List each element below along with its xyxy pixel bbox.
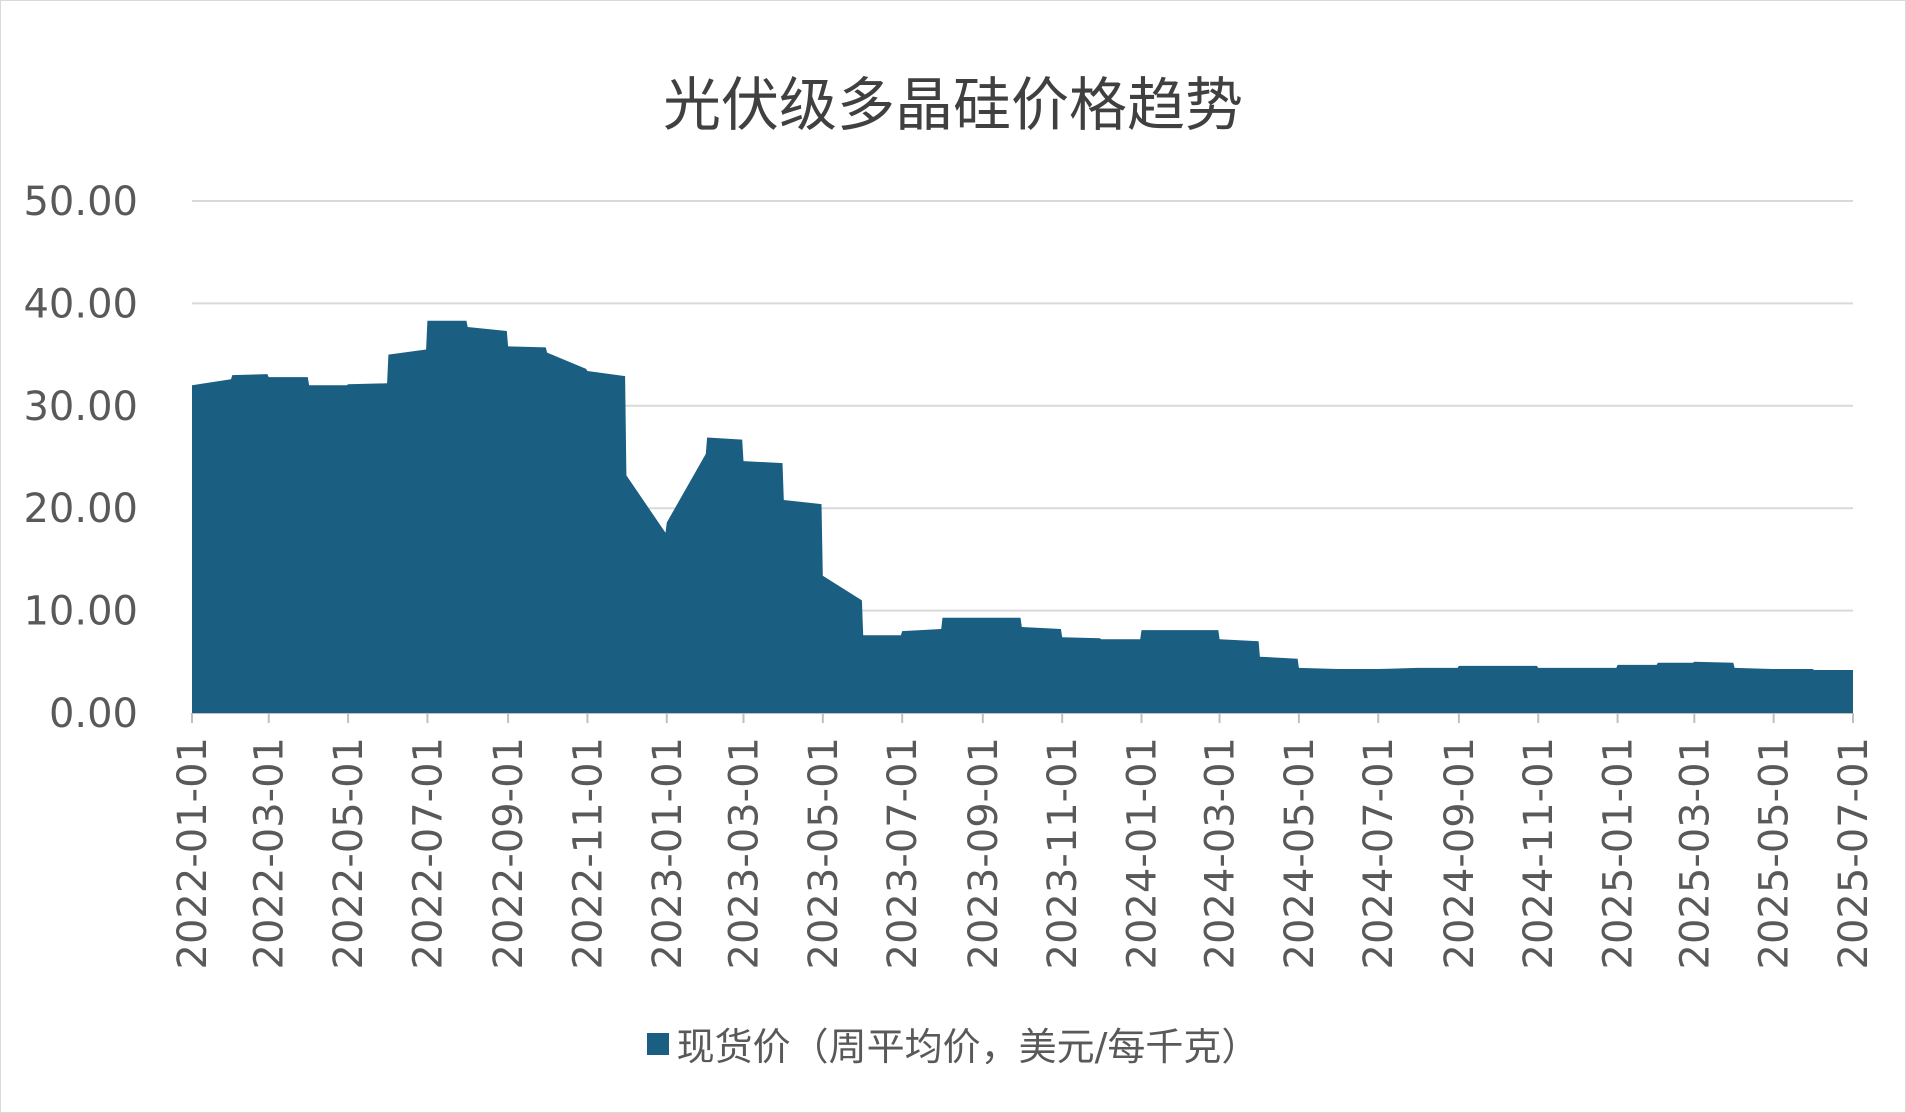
x-axis-ticks: 2022-01-01 2022-03-01 2022-05-01 2022-07-01… — [170, 713, 1877, 969]
x-tick-label: 2022-05-01 — [326, 737, 372, 969]
x-tick-label: 2022-03-01 — [247, 737, 293, 969]
x-tick-label: 2024-05-01 — [1277, 737, 1323, 969]
x-tick-label: 2024-01-01 — [1120, 737, 1166, 969]
x-tick-label: 2023-09-01 — [961, 737, 1007, 969]
y-tick-label: 30.00 — [23, 384, 138, 430]
y-tick-label: 40.00 — [23, 281, 138, 327]
x-tick-label: 2025-01-01 — [1596, 737, 1642, 969]
x-tick-label: 2024-07-01 — [1356, 737, 1402, 969]
x-tick-label: 2022-01-01 — [170, 737, 216, 969]
y-tick-label: 10.00 — [23, 589, 138, 635]
x-tick-label: 2023-11-01 — [1040, 737, 1086, 969]
x-tick-label: 2024-09-01 — [1437, 737, 1483, 969]
x-tick-label: 2023-03-01 — [721, 737, 767, 969]
x-tick-label: 2024-03-01 — [1198, 737, 1244, 969]
series-area — [192, 320, 1853, 713]
x-tick-label: 2025-05-01 — [1752, 737, 1798, 969]
legend-label: 现货价（周平均价，美元/每千克） — [676, 1025, 1260, 1069]
y-tick-label: 50.00 — [23, 179, 138, 225]
plot-area — [192, 320, 1853, 713]
x-tick-label: 2023-07-01 — [880, 737, 926, 969]
y-axis-ticks: 0.00 10.00 20.00 30.00 40.00 50.00 — [23, 179, 138, 737]
x-tick-label: 2024-11-01 — [1516, 737, 1562, 969]
legend-swatch — [646, 1032, 669, 1055]
legend: 现货价（周平均价，美元/每千克） — [0, 1016, 1906, 1071]
y-tick-label: 20.00 — [23, 486, 138, 532]
x-tick-label: 2023-01-01 — [645, 737, 691, 969]
x-tick-label: 2023-05-01 — [801, 737, 847, 969]
x-tick-label: 2022-09-01 — [486, 737, 532, 969]
x-tick-label: 2022-07-01 — [405, 737, 451, 969]
x-tick-label: 2022-11-01 — [565, 737, 611, 969]
x-tick-label: 2025-07-01 — [1831, 737, 1877, 969]
x-tick-label: 2025-03-01 — [1672, 737, 1718, 969]
chart-title: 光伏级多晶硅价格趋势 — [662, 71, 1243, 139]
y-tick-label: 0.00 — [49, 691, 138, 737]
